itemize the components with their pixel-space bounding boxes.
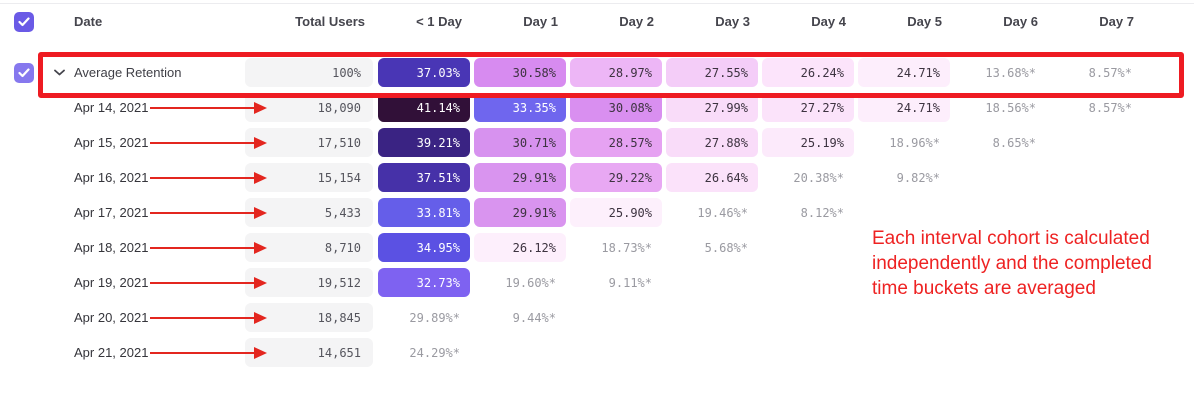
red-arrow-annotation [150, 101, 267, 114]
retention-cell[interactable]: 13.68%* [985, 65, 1036, 80]
cohort-date-label: Apr 18, 2021 [74, 240, 149, 255]
column-header-day2: Day 2 [619, 14, 654, 29]
table-header-row: Date Total Users < 1 Day Day 1 Day 2 Day… [0, 0, 1194, 40]
retention-cell[interactable]: 8.65%* [992, 135, 1036, 150]
table-row[interactable]: Apr 19, 2021 19,512 32.73% 19.60%* 9.11%* [0, 265, 1194, 300]
retention-cell[interactable]: 30.71% [474, 128, 566, 157]
red-arrow-annotation [150, 206, 267, 219]
column-header-day3: Day 3 [715, 14, 750, 29]
column-header-total-users: Total Users [295, 14, 365, 29]
column-header-date: Date [74, 14, 103, 29]
average-row-checkbox[interactable] [14, 62, 34, 83]
table-top-border [0, 3, 1194, 4]
cohort-date-label: Apr 17, 2021 [74, 205, 149, 220]
red-arrow-annotation [150, 311, 267, 324]
retention-cell[interactable]: 8.57%* [1088, 100, 1132, 115]
average-row-label: Average Retention [74, 65, 182, 80]
total-users-cell: 100% [245, 58, 373, 87]
retention-cell[interactable]: 27.55% [666, 58, 758, 87]
retention-cell[interactable]: 33.81% [378, 198, 470, 227]
annotation-note: Each interval cohort is calculated indep… [872, 228, 1152, 299]
cohort-date-label: Apr 20, 2021 [74, 310, 149, 325]
retention-cell[interactable]: 26.64% [666, 163, 758, 192]
retention-cell[interactable]: 29.22% [570, 163, 662, 192]
retention-cell[interactable]: 28.57% [570, 128, 662, 157]
table-row[interactable]: Apr 18, 2021 8,710 34.95% 26.12% 18.73%* 5.68… [0, 230, 1194, 265]
red-arrow-annotation [150, 241, 267, 254]
cohort-date-label: Apr 21, 2021 [74, 345, 149, 360]
retention-cell[interactable]: 8.57%* [1088, 65, 1132, 80]
retention-cell[interactable]: 32.73% [378, 268, 470, 297]
retention-cell[interactable]: 18.96%* [889, 135, 940, 150]
collapse-chevron-icon[interactable] [44, 69, 74, 76]
retention-cell[interactable]: 9.44%* [512, 310, 556, 325]
retention-cell[interactable]: 34.95% [378, 233, 470, 262]
retention-cell[interactable]: 19.46%* [697, 205, 748, 220]
retention-cell[interactable]: 39.21% [378, 128, 470, 157]
retention-cell[interactable]: 24.29%* [409, 345, 460, 360]
red-arrow-annotation [150, 171, 267, 184]
table-row[interactable]: Apr 17, 2021 5,433 33.81% 29.91% 25.90% 19.46… [0, 195, 1194, 230]
cohort-date-label: Apr 19, 2021 [74, 275, 149, 290]
table-row[interactable]: Apr 20, 2021 18,845 29.89%* 9.44%* [0, 300, 1194, 335]
retention-cell[interactable]: 30.08% [570, 93, 662, 122]
column-header-day6: Day 6 [1003, 14, 1038, 29]
retention-cell[interactable]: 18.73%* [601, 240, 652, 255]
retention-cell[interactable]: 26.12% [474, 233, 566, 262]
retention-cell[interactable]: 27.27% [762, 93, 854, 122]
column-header-day7: Day 7 [1099, 14, 1134, 29]
column-header-day4: Day 4 [811, 14, 846, 29]
average-retention-row[interactable]: Average Retention 100% 37.03% 30.58% 28.97% 2… [0, 55, 1194, 90]
column-header-lt1day: < 1 Day [416, 14, 462, 29]
column-header-day5: Day 5 [907, 14, 942, 29]
retention-cell[interactable]: 24.71% [858, 58, 950, 87]
retention-cell[interactable]: 29.91% [474, 163, 566, 192]
retention-cell[interactable]: 29.91% [474, 198, 566, 227]
cohort-date-label: Apr 15, 2021 [74, 135, 149, 150]
table-row[interactable]: Apr 15, 2021 17,510 39.21% 30.71% 28.57% 27.8… [0, 125, 1194, 160]
table-body: Average Retention 100% 37.03% 30.58% 28.97% 2… [0, 55, 1194, 370]
red-arrow-annotation [150, 276, 267, 289]
retention-cell[interactable]: 33.35% [474, 93, 566, 122]
red-arrow-annotation [150, 346, 267, 359]
retention-cell[interactable]: 41.14% [378, 93, 470, 122]
retention-cell[interactable]: 9.11%* [608, 275, 652, 290]
retention-cell[interactable]: 30.58% [474, 58, 566, 87]
select-all-checkbox[interactable] [14, 11, 34, 32]
cohort-date-label: Apr 16, 2021 [74, 170, 149, 185]
retention-cell[interactable]: 5.68%* [704, 240, 748, 255]
retention-cell[interactable]: 27.99% [666, 93, 758, 122]
retention-cell[interactable]: 19.60%* [505, 275, 556, 290]
retention-cell[interactable]: 25.19% [762, 128, 854, 157]
retention-cell[interactable]: 37.51% [378, 163, 470, 192]
retention-cell[interactable]: 8.12%* [800, 205, 844, 220]
retention-cell[interactable]: 9.82%* [896, 170, 940, 185]
retention-cell[interactable]: 25.90% [570, 198, 662, 227]
retention-cell[interactable]: 28.97% [570, 58, 662, 87]
column-header-day1: Day 1 [523, 14, 558, 29]
cohort-date-label: Apr 14, 2021 [74, 100, 149, 115]
retention-cell[interactable]: 20.38%* [793, 170, 844, 185]
retention-cell[interactable]: 24.71% [858, 93, 950, 122]
retention-cell[interactable]: 26.24% [762, 58, 854, 87]
table-row[interactable]: Apr 14, 2021 18,090 41.14% 33.35% 30.08% 27.9… [0, 90, 1194, 125]
retention-cell[interactable]: 29.89%* [409, 310, 460, 325]
retention-cell[interactable]: 18.56%* [985, 100, 1036, 115]
table-row[interactable]: Apr 16, 2021 15,154 37.51% 29.91% 29.22% 26.6… [0, 160, 1194, 195]
red-arrow-annotation [150, 136, 267, 149]
retention-cell[interactable]: 27.88% [666, 128, 758, 157]
table-row[interactable]: Apr 21, 2021 14,651 24.29%* [0, 335, 1194, 370]
retention-cell[interactable]: 37.03% [378, 58, 470, 87]
